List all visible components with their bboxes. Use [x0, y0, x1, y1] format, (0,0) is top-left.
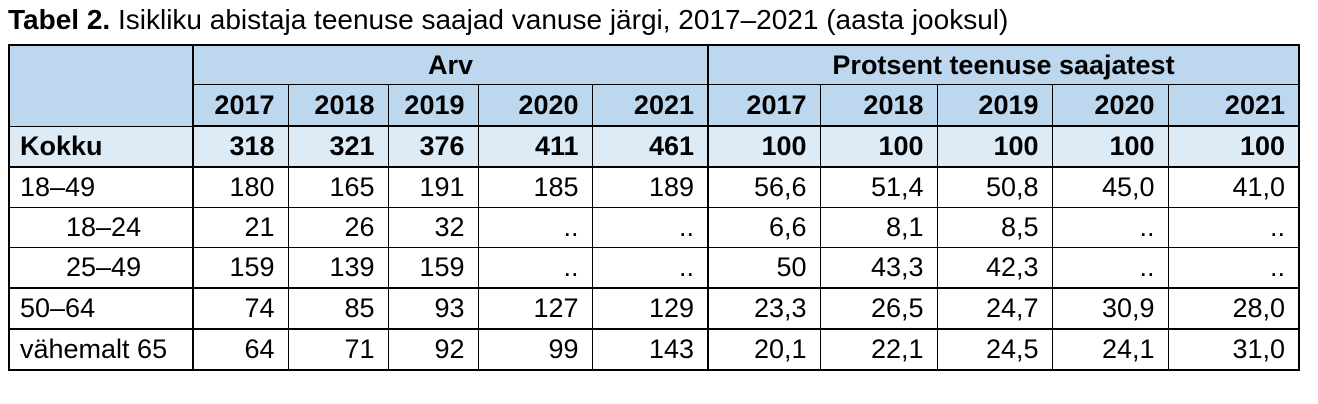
row-label: 50–64	[8, 287, 194, 330]
data-cell: 41,0	[1167, 166, 1300, 208]
year-header: 2021	[591, 84, 709, 127]
data-cell: 21	[192, 207, 289, 248]
year-header: 2020	[1051, 84, 1169, 127]
data-cell: 127	[477, 287, 593, 330]
data-cell: 8,5	[936, 207, 1053, 248]
data-cell: 129	[591, 287, 709, 330]
data-cell: 100	[936, 125, 1053, 168]
table-row: 18–49 180 165 191 185 189 56,6 51,4 50,8 45,0 41,0	[8, 166, 1300, 208]
data-cell: 30,9	[1051, 287, 1169, 330]
year-header: 2019	[387, 84, 479, 127]
data-cell: ..	[591, 247, 709, 289]
data-cell: 50	[707, 247, 821, 289]
data-cell: 321	[287, 125, 389, 168]
year-header-row: 2017 2018 2019 2020 2021 2017 2018 2019 2020 2021	[9, 84, 1300, 127]
data-cell: ..	[477, 247, 593, 289]
data-cell: 6,6	[707, 207, 821, 248]
data-cell: 100	[1167, 125, 1300, 168]
table-caption-text: Isikliku abistaja teenuse saajad vanuse …	[117, 4, 1009, 35]
data-cell: 99	[477, 328, 593, 371]
data-cell: 24,5	[936, 328, 1053, 371]
data-cell: 165	[287, 166, 389, 208]
table-row: 50–64 74 85 93 127 129 23,3 26,5 24,7 30,9 28,0	[8, 287, 1300, 330]
data-cell: 74	[192, 287, 289, 330]
row-label: 18–24	[8, 207, 194, 248]
data-cell: 24,1	[1051, 328, 1169, 371]
year-header: 2021	[1167, 84, 1300, 127]
data-cell: 93	[387, 287, 479, 330]
year-header: 2018	[819, 84, 938, 127]
data-cell: 51,4	[819, 166, 938, 208]
data-cell: 180	[192, 166, 289, 208]
data-table: Arv Protsent teenuse saajatest 2017 2018 2…	[8, 44, 1300, 371]
data-cell: 461	[591, 125, 709, 168]
data-cell: 56,6	[707, 166, 821, 208]
table-row: 25–49 159 139 159.... 50 43,3 42,3....	[8, 247, 1300, 289]
data-cell: 26	[287, 207, 389, 248]
data-cell: 28,0	[1167, 287, 1300, 330]
data-cell: 85	[287, 287, 389, 330]
table-row: 18–24 21 26 32.... 6,6 8,1 8,5....	[8, 207, 1300, 248]
data-cell: 43,3	[819, 247, 938, 289]
year-header: 2017	[707, 84, 821, 127]
data-cell: 23,3	[707, 287, 821, 330]
year-header: 2020	[477, 84, 593, 127]
data-cell: 139	[287, 247, 389, 289]
data-cell: 26,5	[819, 287, 938, 330]
data-cell: 64	[192, 328, 289, 371]
data-cell: 185	[477, 166, 593, 208]
data-cell: 8,1	[819, 207, 938, 248]
data-cell: 42,3	[936, 247, 1053, 289]
data-cell: 189	[591, 166, 709, 208]
data-cell: 159	[387, 247, 479, 289]
data-cell: ..	[1167, 207, 1300, 248]
data-cell: 100	[819, 125, 938, 168]
data-cell: 92	[387, 328, 479, 371]
row-label: 25–49	[8, 247, 194, 289]
data-cell: ..	[1051, 207, 1169, 248]
data-cell: ..	[591, 207, 709, 248]
data-cell: 318	[192, 125, 289, 168]
year-header: 2018	[287, 84, 389, 127]
corner-cell	[8, 44, 194, 127]
data-cell: 411	[477, 125, 593, 168]
group-header-row: Arv Protsent teenuse saajatest	[8, 44, 1300, 127]
table-row: vähemalt 65 64 71 92 99 143 20,1 22,1 24,5 24,1 31…	[8, 328, 1300, 371]
group-header-protsent: Protsent teenuse saajatest	[707, 44, 1300, 85]
table-caption-number: Tabel 2.	[8, 4, 111, 35]
data-cell: 32	[387, 207, 479, 248]
data-cell: 159	[192, 247, 289, 289]
data-cell: 191	[387, 166, 479, 208]
data-cell: 45,0	[1051, 166, 1169, 208]
data-cell: 31,0	[1167, 328, 1300, 371]
table-row: Kokku 318 321 376 411 461 100 100 100 100 100	[8, 125, 1300, 168]
row-label: vähemalt 65	[8, 328, 194, 371]
group-header-arv: Arv	[192, 44, 709, 85]
data-cell: 20,1	[707, 328, 821, 371]
table-caption: Tabel 2. Isikliku abistaja teenuse saaja…	[8, 3, 1318, 37]
data-cell: 100	[1051, 125, 1169, 168]
data-cell: 143	[591, 328, 709, 371]
data-cell: 50,8	[936, 166, 1053, 208]
data-cell: ..	[1051, 247, 1169, 289]
data-cell: 376	[387, 125, 479, 168]
year-header: 2019	[936, 84, 1053, 127]
data-cell: 24,7	[936, 287, 1053, 330]
row-label: 18–49	[8, 166, 194, 208]
data-cell: ..	[477, 207, 593, 248]
row-label: Kokku	[8, 125, 194, 168]
year-header: 2017	[192, 84, 289, 127]
data-cell: 100	[707, 125, 821, 168]
data-cell: 71	[287, 328, 389, 371]
data-cell: ..	[1167, 247, 1300, 289]
data-cell: 22,1	[819, 328, 938, 371]
